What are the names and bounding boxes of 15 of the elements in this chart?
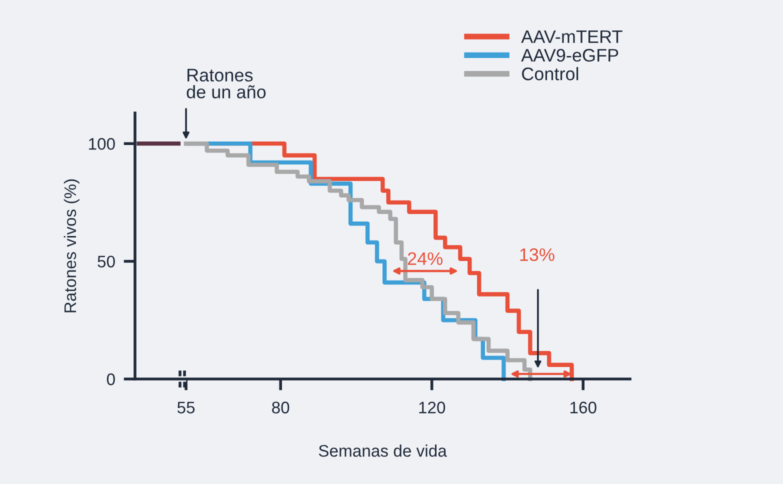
x-tick-label: 120 [419, 402, 446, 414]
x-tick-label: 80 [272, 402, 290, 414]
x-axis-title: Semanas de vida [318, 444, 447, 457]
y-tick-label: 50 [98, 256, 115, 268]
legend-label: AAV9-eGFP [521, 48, 618, 62]
x-tick-label: 55 [177, 402, 195, 414]
annotation: 24% [408, 252, 442, 265]
y-tick-label: 100 [89, 138, 115, 150]
annotation: Ratones de un año [186, 68, 266, 98]
annotation: 13% [520, 248, 554, 262]
legend-label: AAV-mTERT [521, 30, 622, 43]
legend-label: Control [522, 67, 578, 80]
x-tick-label: 160 [570, 402, 596, 414]
y-tick-label: 0 [106, 373, 115, 386]
y-axis-title: Ratones vivos (%) [64, 179, 80, 312]
